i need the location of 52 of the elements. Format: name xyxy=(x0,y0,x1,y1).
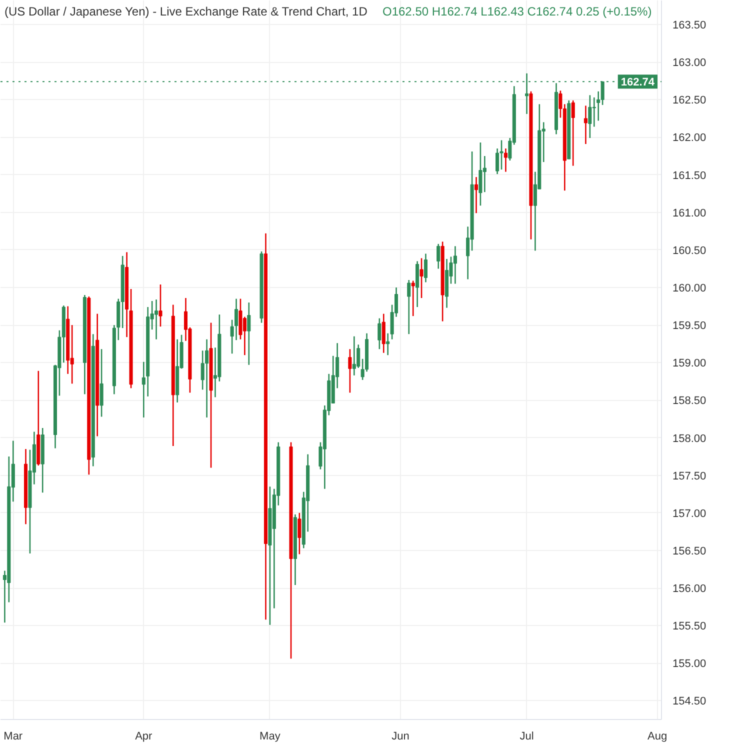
y-tick-label: 161.00 xyxy=(672,207,706,220)
candlestick xyxy=(348,348,352,394)
y-tick-label: 160.50 xyxy=(672,244,706,257)
y-tick-label: 163.00 xyxy=(672,57,706,70)
candlestick xyxy=(158,284,162,328)
candlestick xyxy=(504,148,508,172)
chart-title: (US Dollar / Japanese Yen) - Live Exchange Rate & Trend Chart, 1D xyxy=(4,4,368,18)
candlestick xyxy=(416,260,420,308)
y-tick-label: 157.00 xyxy=(672,508,706,520)
x-tick-label: Aug xyxy=(648,730,668,742)
x-tick-label: Mar xyxy=(4,730,23,742)
candlestick xyxy=(411,280,415,317)
candlestick xyxy=(496,148,500,175)
candlestick xyxy=(100,348,104,418)
candlestick xyxy=(588,94,592,139)
candlestick xyxy=(247,302,251,366)
candlestick xyxy=(584,105,588,145)
candlestick xyxy=(482,155,486,193)
y-tick-label: 161.50 xyxy=(672,170,706,182)
candlestick xyxy=(298,512,302,555)
ref-line-label: 162.74 xyxy=(620,76,656,89)
y-tick-label: 162.00 xyxy=(672,132,706,144)
y-tick-label: 156.50 xyxy=(672,545,706,558)
y-tick-label: 159.00 xyxy=(672,358,706,370)
candlestick xyxy=(571,100,575,166)
candlestick xyxy=(352,336,356,376)
y-tick-label: 163.50 xyxy=(672,20,706,32)
x-tick-label: May xyxy=(260,730,281,742)
y-tick-label: 159.50 xyxy=(672,320,706,332)
candlestick xyxy=(436,243,440,270)
x-tick-label: Apr xyxy=(135,730,153,742)
y-tick-label: 154.50 xyxy=(672,696,706,708)
candlestick xyxy=(478,142,482,206)
y-tick-label: 162.50 xyxy=(672,94,706,107)
candlestick xyxy=(474,176,478,214)
y-tick-label: 158.00 xyxy=(672,432,706,445)
candlestick xyxy=(500,140,504,170)
y-tick-label: 156.00 xyxy=(672,583,706,596)
candlestick xyxy=(378,318,382,350)
x-tick-label: Jun xyxy=(392,730,410,742)
y-tick-label: 160.00 xyxy=(672,282,706,294)
candlestick xyxy=(453,246,457,284)
x-tick-label: Jul xyxy=(520,730,534,742)
y-tick-label: 155.50 xyxy=(672,620,706,633)
candlestick xyxy=(382,313,386,354)
candlestick xyxy=(420,258,424,299)
y-tick-label: 158.50 xyxy=(672,395,706,408)
y-tick-label: 155.00 xyxy=(672,658,706,670)
chart-subtitle: O162.50 H162.74 L162.43 C162.74 0.25 (+0.15%) xyxy=(382,4,652,18)
candlestick xyxy=(424,253,428,283)
y-tick-label: 157.50 xyxy=(672,470,706,482)
candlestick xyxy=(407,279,411,335)
